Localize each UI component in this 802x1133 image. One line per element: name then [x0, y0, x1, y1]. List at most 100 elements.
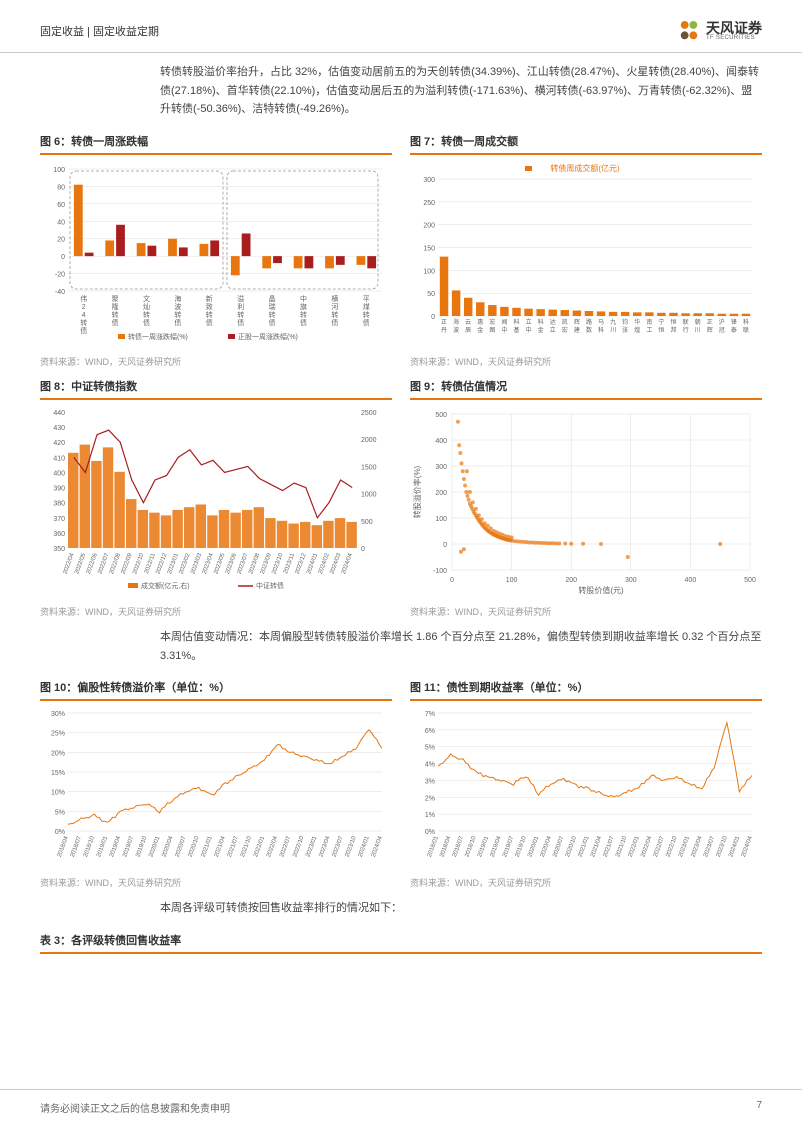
svg-text:0: 0	[443, 542, 447, 549]
svg-text:基: 基	[513, 326, 519, 334]
page-footer: 请务必阅读正文之后的信息披露和免责申明 7	[0, 1089, 802, 1115]
svg-text:中: 中	[501, 326, 507, 334]
svg-text:立: 立	[526, 318, 532, 326]
svg-text:15%: 15%	[51, 770, 65, 777]
svg-text:2021/10: 2021/10	[240, 835, 253, 858]
svg-text:200: 200	[435, 490, 447, 497]
svg-text:恒: 恒	[658, 326, 664, 334]
svg-text:500: 500	[435, 412, 447, 419]
page-header: 固定收益 | 固定收益定期 天风证券 TF SECURITIES	[0, 0, 802, 53]
svg-text:隆: 隆	[112, 302, 119, 311]
svg-text:云: 云	[465, 319, 471, 326]
svg-text:2023/04: 2023/04	[318, 835, 331, 858]
fig6-source: 资料来源：WIND，天风证券研究所	[40, 355, 392, 368]
svg-text:2: 2	[82, 304, 86, 311]
svg-text:2019/10: 2019/10	[135, 835, 148, 858]
table3-title: 表 3：各评级转债回售收益率	[40, 932, 762, 948]
svg-text:2022/01: 2022/01	[253, 835, 266, 858]
svg-text:2020/10: 2020/10	[188, 835, 201, 858]
svg-text:2023/07: 2023/07	[332, 835, 345, 858]
svg-text:2019/07: 2019/07	[122, 835, 135, 858]
svg-text:2020/04: 2020/04	[540, 835, 553, 858]
svg-text:200: 200	[565, 577, 577, 584]
svg-text:辰: 辰	[465, 327, 471, 334]
svg-text:邦: 邦	[670, 326, 676, 334]
svg-text:2021/04: 2021/04	[214, 835, 227, 858]
fig9-chart: 0100200300400500-1000100200300400500转股价值…	[410, 406, 760, 596]
svg-text:惠: 惠	[477, 318, 483, 326]
svg-text:辉: 辉	[574, 318, 580, 326]
svg-text:80: 80	[57, 184, 65, 191]
svg-text:400: 400	[435, 438, 447, 445]
svg-text:正: 正	[707, 319, 713, 326]
svg-text:工: 工	[646, 327, 652, 334]
title-line	[410, 699, 762, 701]
svg-text:数: 数	[586, 326, 592, 334]
paragraph-1: 转债转股溢价率抬升，占比 32%，估值变动居前五的为天创转债(34.39%)、江…	[160, 63, 762, 119]
svg-text:川: 川	[695, 327, 701, 334]
svg-text:海: 海	[453, 318, 459, 326]
footer-disclaimer: 请务必阅读正文之后的信息披露和免责申明	[40, 1100, 230, 1115]
svg-text:2018/04: 2018/04	[439, 835, 452, 858]
svg-text:40: 40	[57, 219, 65, 226]
svg-text:中证转债: 中证转债	[256, 581, 284, 590]
svg-text:溢: 溢	[237, 294, 244, 303]
svg-text:丹: 丹	[441, 327, 447, 334]
svg-text:420: 420	[53, 440, 65, 447]
svg-text:2022/07: 2022/07	[653, 835, 666, 858]
svg-text:100: 100	[423, 268, 435, 275]
svg-text:-100: -100	[433, 568, 447, 575]
svg-text:正股一周涨跌幅(%): 正股一周涨跌幅(%)	[238, 332, 298, 341]
svg-text:债: 债	[237, 318, 244, 327]
svg-text:-40: -40	[55, 289, 65, 296]
svg-text:正: 正	[441, 319, 447, 326]
svg-text:2019/07: 2019/07	[502, 835, 515, 858]
svg-text:2023/10: 2023/10	[345, 835, 358, 858]
svg-text:平: 平	[363, 295, 370, 303]
svg-text:晶: 晶	[269, 295, 276, 303]
svg-text:达: 达	[550, 318, 556, 326]
fig6-title: 图 6：转债一周涨跌幅	[40, 133, 392, 149]
svg-text:南: 南	[646, 318, 652, 326]
logo-cn: 天风证券	[706, 21, 762, 35]
svg-text:辉: 辉	[707, 326, 713, 334]
title-line	[40, 699, 392, 701]
svg-text:2018/01: 2018/01	[427, 835, 440, 858]
svg-text:2018/07: 2018/07	[452, 835, 465, 858]
svg-text:360: 360	[53, 531, 65, 538]
svg-text:转: 转	[206, 310, 213, 319]
fig7-title: 图 7：转债一周成交额	[410, 133, 762, 149]
svg-text:中: 中	[526, 326, 532, 334]
svg-text:2022/01: 2022/01	[628, 835, 641, 858]
fig9-title: 图 9：转债估值情况	[410, 378, 762, 394]
svg-text:锋: 锋	[731, 318, 737, 326]
svg-text:2019/10: 2019/10	[515, 835, 528, 858]
svg-text:煌: 煌	[634, 326, 640, 334]
svg-text:200: 200	[423, 223, 435, 230]
svg-text:20: 20	[57, 237, 65, 244]
svg-text:联: 联	[683, 318, 689, 326]
svg-text:新: 新	[206, 294, 213, 303]
svg-text:债: 债	[300, 318, 307, 327]
svg-text:300: 300	[423, 177, 435, 184]
svg-text:2019/01: 2019/01	[96, 835, 109, 858]
svg-text:科: 科	[743, 318, 749, 326]
svg-text:0: 0	[61, 254, 65, 261]
svg-text:400: 400	[685, 577, 697, 584]
svg-text:2%: 2%	[425, 796, 435, 803]
svg-text:金: 金	[538, 326, 544, 334]
svg-text:2018/10: 2018/10	[464, 835, 477, 858]
svg-text:旗: 旗	[300, 302, 307, 311]
svg-text:2018/07: 2018/07	[70, 835, 83, 858]
fig11-source: 资料来源：WIND，天风证券研究所	[410, 876, 762, 889]
svg-text:2024/01: 2024/01	[728, 835, 741, 858]
fig11-title: 图 11：债性到期收益率（单位：%）	[410, 679, 762, 695]
svg-text:2022/04: 2022/04	[640, 835, 653, 858]
svg-text:波: 波	[174, 302, 181, 311]
svg-text:2019/01: 2019/01	[477, 835, 490, 858]
svg-text:冠: 冠	[719, 327, 725, 334]
svg-text:利: 利	[237, 302, 244, 311]
svg-text:390: 390	[53, 486, 65, 493]
svg-text:转: 转	[300, 310, 307, 319]
svg-text:债: 债	[206, 318, 213, 327]
